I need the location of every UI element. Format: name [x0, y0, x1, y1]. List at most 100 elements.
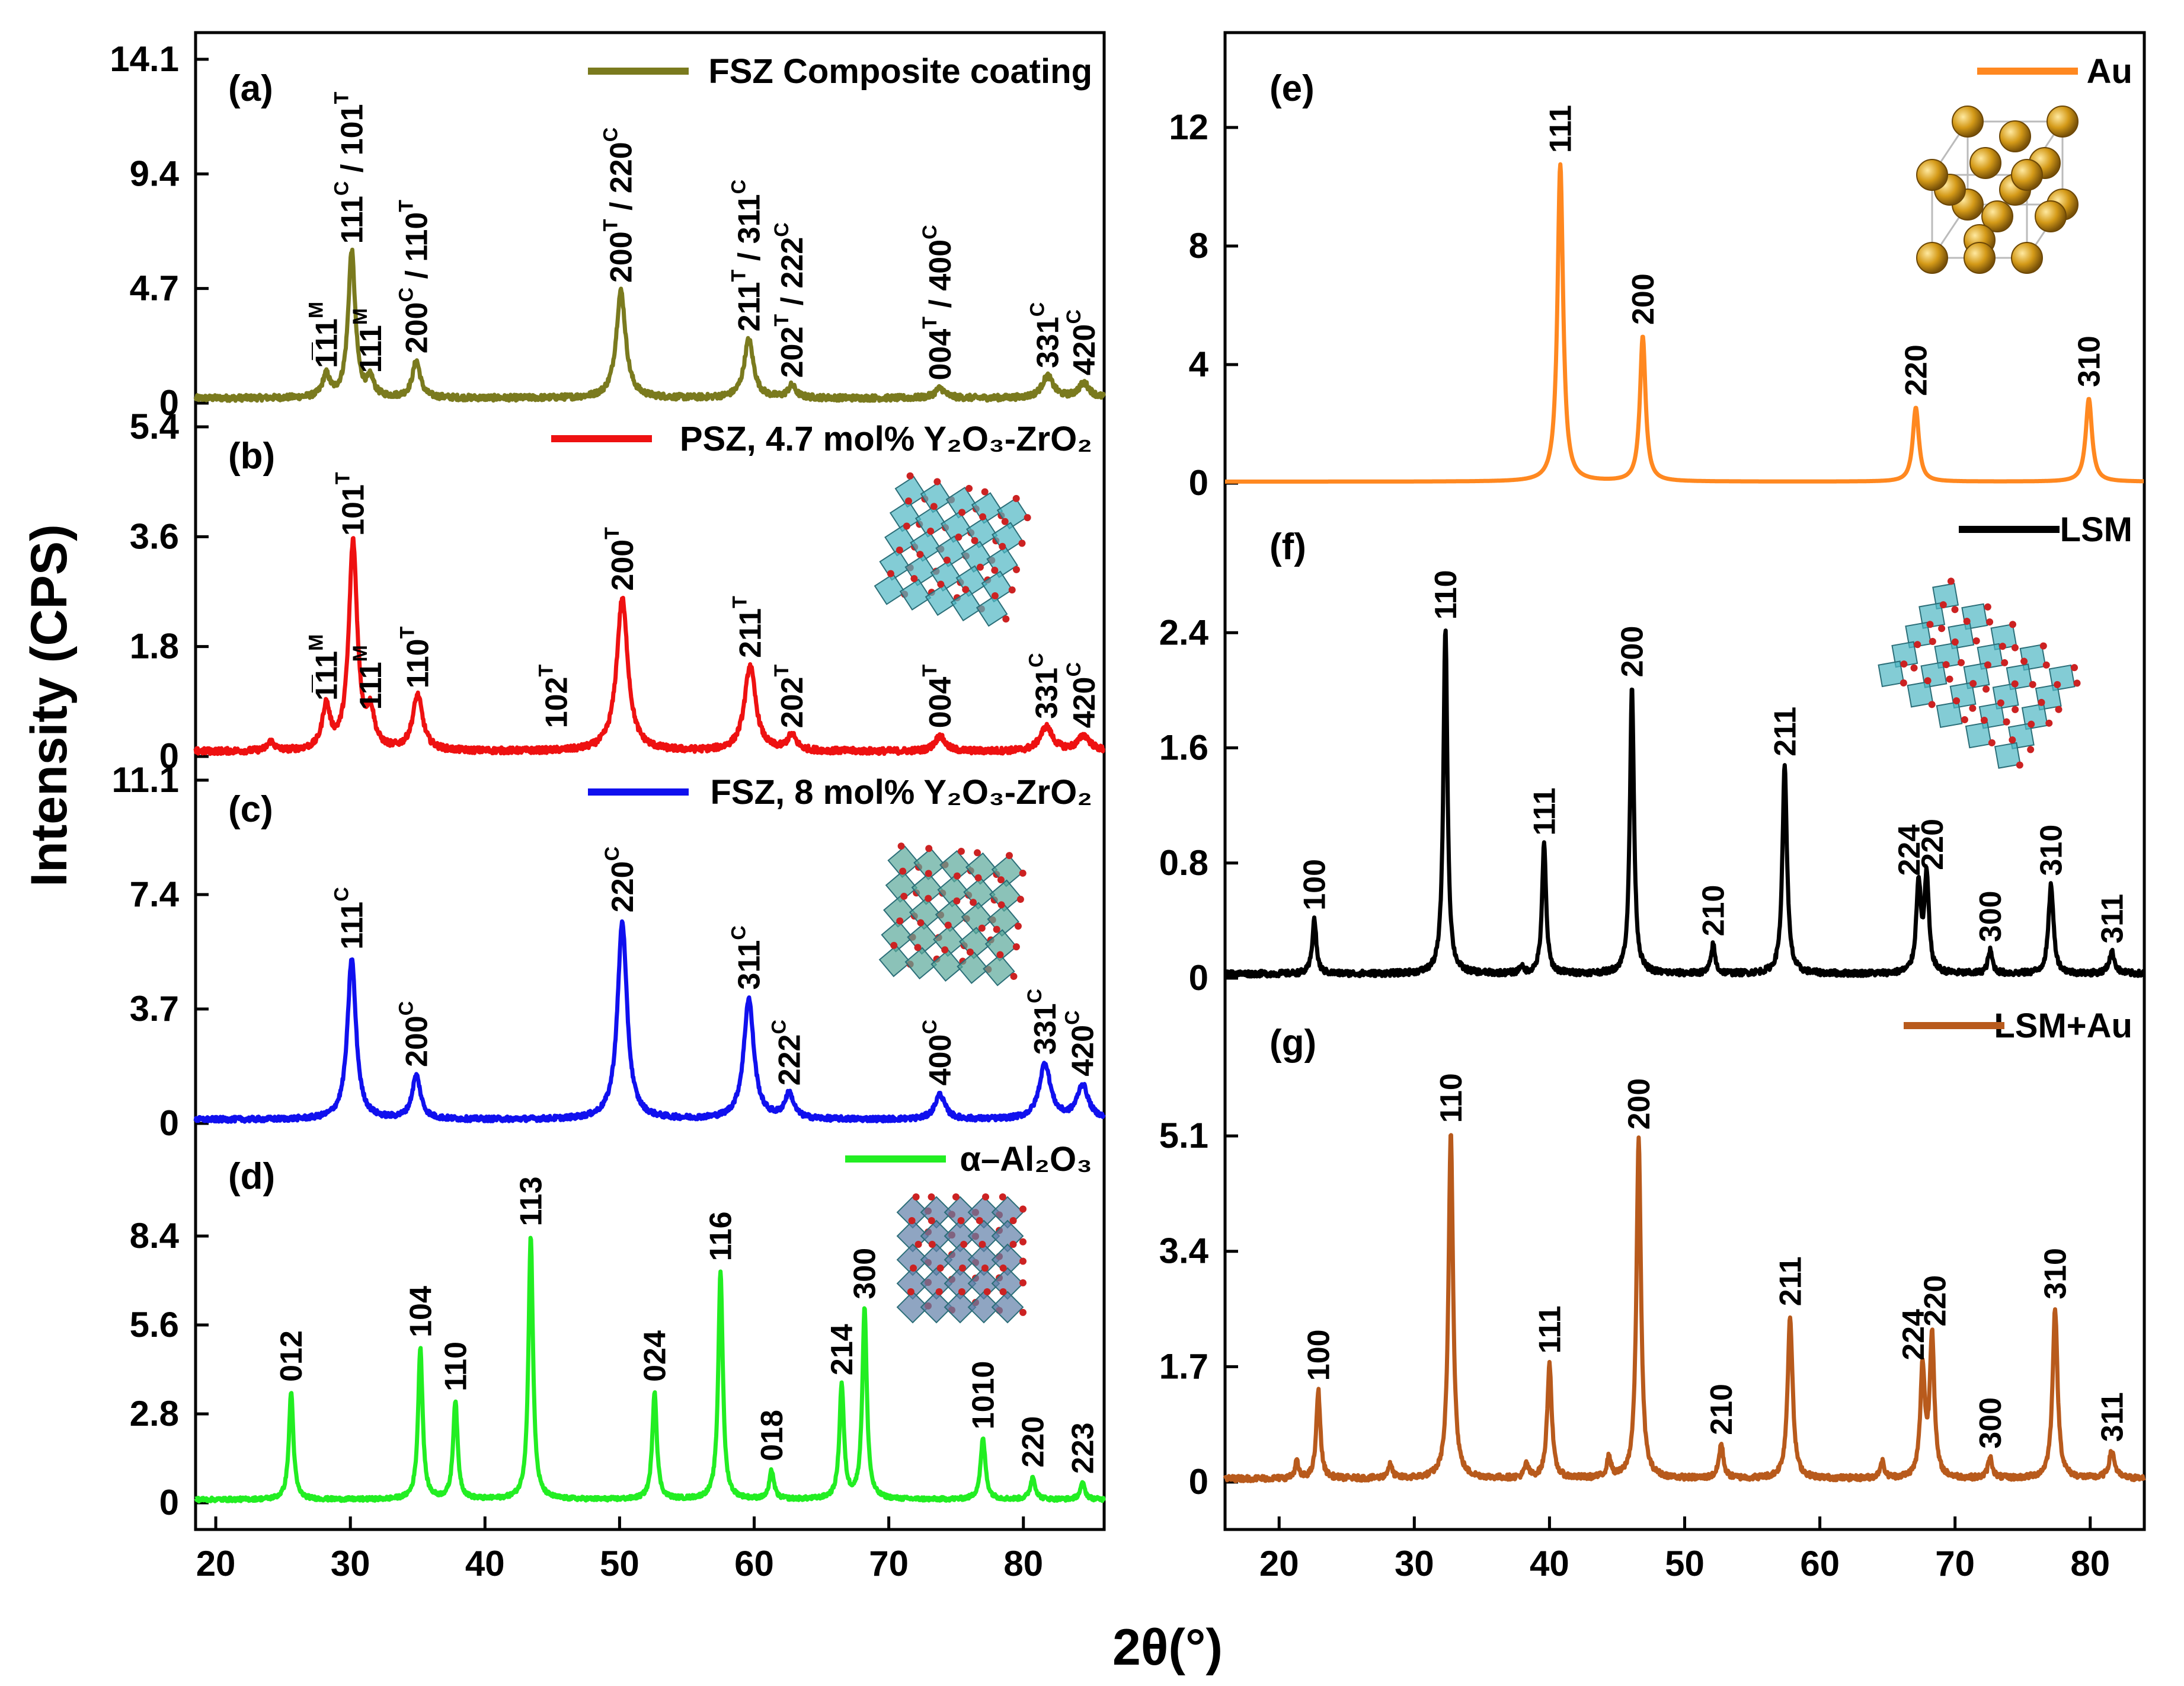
peak-label-d: 012 [274, 1330, 309, 1382]
y-tick-label-e: 8 [1189, 226, 1208, 266]
peak-label-e: 220 [1900, 344, 1934, 396]
y-tick-label-e: 12 [1169, 107, 1208, 147]
y-tick-label-b: 1.8 [130, 627, 179, 666]
peak-label-g: 311 [2095, 1392, 2129, 1442]
peak-label-b: 102T [535, 665, 574, 729]
x-left-tick-label: 30 [331, 1544, 370, 1583]
y-axis-label: Intensity (CPS) [21, 524, 78, 887]
y-tick-label-b: 0 [159, 736, 179, 776]
y-tick-label-g: 1.7 [1159, 1346, 1208, 1386]
y-tick-label-f: 2.4 [1159, 612, 1209, 652]
peak-label-d: 214 [825, 1324, 859, 1375]
peak-label-f: 220 [1916, 819, 1950, 870]
y-tick-label-c: 0 [159, 1103, 179, 1143]
peak-label-e: 111 [1544, 105, 1578, 153]
y-tick-label-a: 0 [159, 383, 179, 423]
peak-label-f: 111 [1527, 787, 1562, 835]
peak-label-g: 200 [1622, 1078, 1657, 1130]
series-line-b [193, 536, 1106, 756]
y-tick-label-b: 5.4 [130, 407, 180, 446]
peak-label-b: 211T [729, 596, 768, 658]
peak-label-d: 300 [848, 1248, 882, 1299]
peak-label-a: 202T / 222C [770, 222, 810, 378]
peak-label-b: 200T [601, 527, 640, 591]
peak-label-d: 018 [755, 1410, 789, 1461]
peak-label-a: 331C [1027, 302, 1066, 368]
peak-label-d: 1010 [967, 1361, 1001, 1430]
peak-label-c: 331C [1024, 989, 1063, 1055]
panel-label-d: (d) [228, 1156, 275, 1197]
legend-label-b: PSZ, 4.7 mol% Y₂O₃-ZrO₂ [680, 420, 1092, 458]
y-tick-label-d: 8.4 [130, 1216, 180, 1256]
peak-label-d: 223 [1066, 1422, 1101, 1474]
y-tick-label-c: 3.7 [130, 989, 179, 1029]
peak-label-b: 101T [332, 472, 371, 536]
y-tick-label-a: 14.1 [110, 39, 179, 79]
peak-label-b: 110T [396, 626, 436, 688]
peak-label-a: 111M [349, 308, 388, 373]
legend-label-f: LSM [2060, 510, 2132, 549]
y-tick-label-e: 0 [1189, 463, 1208, 503]
y-tick-label-g: 3.4 [1159, 1231, 1209, 1271]
legend-label-c: FSZ, 8 mol% Y₂O₃-ZrO₂ [711, 773, 1093, 812]
y-tick-label-a: 9.4 [130, 154, 180, 193]
peak-label-f: 310 [2035, 825, 2069, 876]
y-tick-label-d: 5.6 [130, 1305, 179, 1345]
x-right-tick-label: 70 [1935, 1544, 1975, 1583]
y-tick-label-c: 11.1 [112, 760, 179, 800]
peak-label-d: 104 [404, 1286, 438, 1337]
panel-a: 0 4.7 9.4 14.1 1̅11M 111C / 101T 111M 200C / 11… [110, 39, 1106, 423]
series-line-d [194, 1235, 1106, 1503]
lsm-perovskite-structure-icon [1878, 577, 2081, 769]
series-line-a [193, 247, 1106, 403]
x-left-tick-label: 70 [869, 1544, 909, 1583]
x-right-tick-label: 40 [1530, 1544, 1569, 1583]
au-fcc-unit-cell-icon [1916, 106, 2079, 274]
y-tick-label-g: 5.1 [1159, 1116, 1208, 1155]
zro2-cubic-structure-icon [878, 842, 1027, 986]
peak-label-f: 110 [1429, 570, 1463, 620]
peak-label-f: 300 [1974, 890, 2008, 942]
x-right-tick-label: 50 [1665, 1544, 1705, 1583]
peak-label-g: 310 [2039, 1248, 2073, 1299]
peak-label-f: 100 [1298, 859, 1332, 911]
series-line-g [1223, 1133, 2146, 1483]
panel-label-f: (f) [1270, 526, 1306, 567]
peak-label-d: 113 [514, 1177, 549, 1227]
x-left-tick-label: 50 [600, 1544, 639, 1583]
y-tick-label-f: 0.8 [1159, 843, 1208, 883]
x-left-tick-label: 80 [1003, 1544, 1043, 1583]
peak-label-b: 420C [1063, 662, 1102, 728]
y-tick-label-a: 4.7 [130, 269, 179, 308]
y-tick-label-d: 2.8 [130, 1394, 179, 1433]
panel-label-c: (c) [228, 789, 273, 830]
peak-label-g: 210 [1705, 1384, 1739, 1435]
peak-label-c: 200C [395, 1001, 434, 1067]
panel-b: 0 1.8 3.6 5.4 1̅11M 101T 111M 110T 102T 200T 211T2… [130, 407, 1106, 776]
peak-label-a: 211T / 311C [727, 180, 766, 331]
peak-label-f: 224 [1892, 825, 1927, 876]
peak-label-d: 220 [1016, 1416, 1051, 1468]
peak-label-g: 111 [1533, 1305, 1567, 1353]
peak-label-f: 311 [2095, 894, 2129, 944]
series-line-e [1223, 162, 2145, 484]
peak-label-a: 004T / 400C [919, 225, 958, 380]
peak-label-b: 111M [349, 645, 388, 710]
peak-label-c: 400C [919, 1020, 958, 1085]
peak-label-a: 1̅11M [305, 302, 344, 368]
y-tick-label-e: 4 [1189, 344, 1209, 384]
legend-label-d: α–Al₂O₃ [960, 1140, 1092, 1179]
x-right-tick-label: 60 [1800, 1544, 1840, 1583]
peak-label-a: 200C / 110T [395, 200, 434, 354]
peak-label-e: 200 [1626, 273, 1661, 325]
peak-label-b: 202T [770, 665, 810, 729]
alumina-structure-icon [896, 1193, 1027, 1324]
peak-label-g: 300 [1974, 1397, 2008, 1449]
y-tick-label-f: 1.6 [1159, 728, 1208, 768]
peak-label-b: 1̅11M [305, 634, 344, 701]
peak-label-f: 200 [1616, 626, 1650, 678]
peak-label-d: 024 [638, 1330, 672, 1382]
